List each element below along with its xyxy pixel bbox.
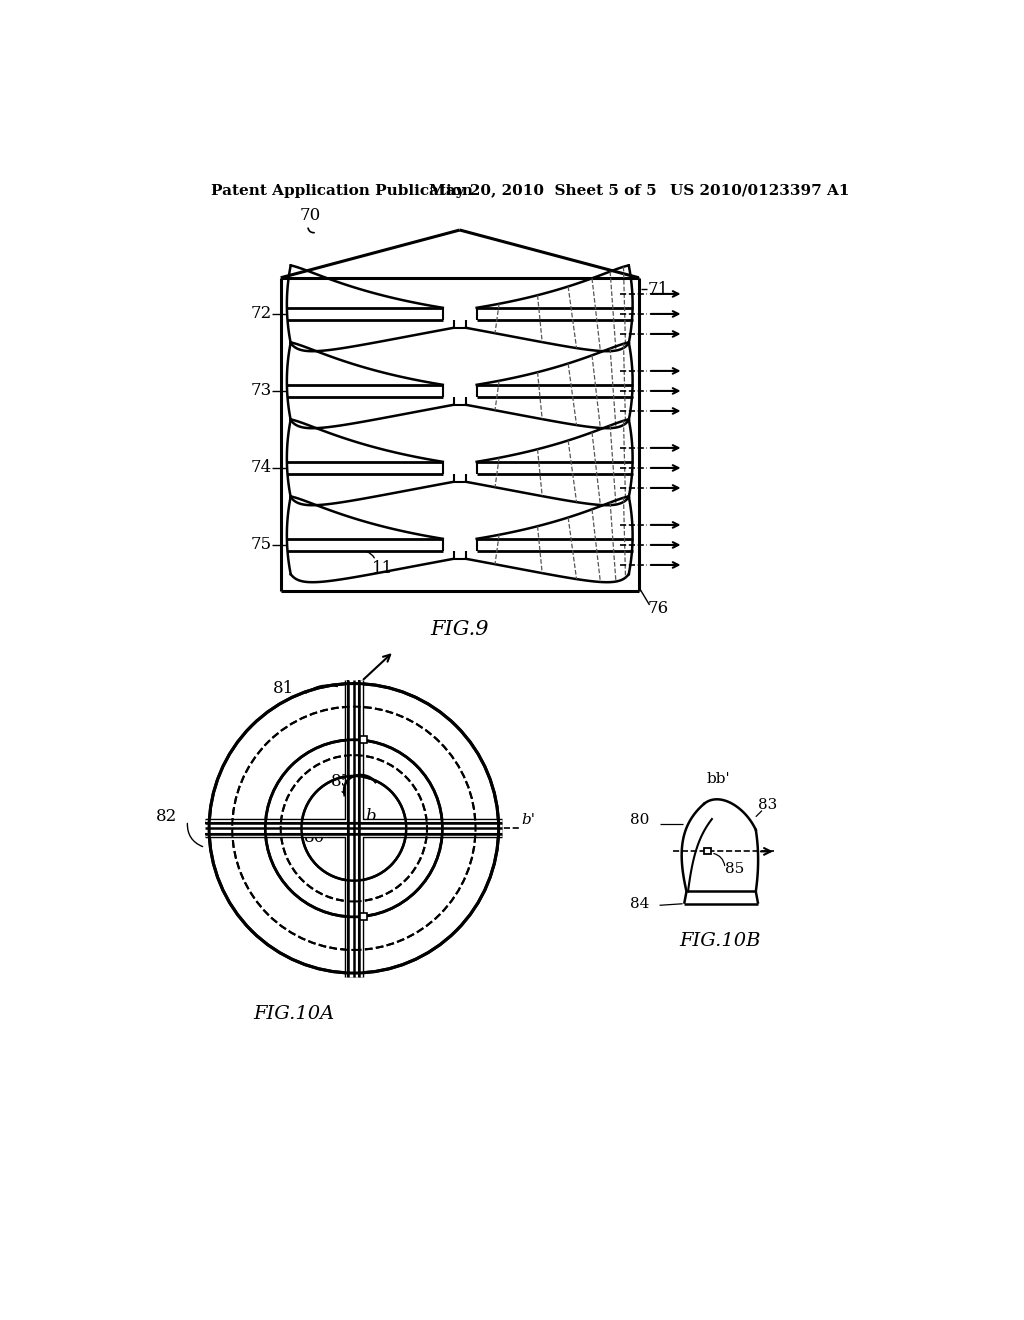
Text: Patent Application Publication: Patent Application Publication (211, 183, 473, 198)
Text: 73: 73 (250, 383, 271, 400)
Text: 85: 85 (725, 862, 744, 876)
Text: FIG.10B: FIG.10B (679, 932, 761, 950)
Text: FIG.9: FIG.9 (430, 620, 489, 639)
Text: 82: 82 (156, 808, 177, 825)
Text: bb': bb' (707, 772, 730, 785)
Bar (705, 847, 711, 854)
Text: 85: 85 (331, 772, 352, 789)
Text: 70: 70 (300, 207, 322, 224)
Text: FIG.10A: FIG.10A (254, 1006, 335, 1023)
Bar (348, 680, 359, 977)
Text: 74: 74 (250, 459, 271, 477)
Bar (360, 913, 367, 920)
Text: b': b' (521, 813, 536, 828)
Text: b: b (366, 808, 376, 825)
Text: 71: 71 (648, 281, 670, 298)
Text: 72: 72 (250, 305, 271, 322)
Text: 80: 80 (304, 829, 325, 846)
Text: 80: 80 (630, 813, 649, 828)
Text: 76: 76 (648, 599, 669, 616)
Bar (360, 737, 367, 743)
Text: 75: 75 (250, 536, 271, 553)
Bar (205, 822, 503, 834)
Text: 11: 11 (372, 561, 393, 577)
Text: US 2010/0123397 A1: US 2010/0123397 A1 (670, 183, 849, 198)
Text: 81: 81 (272, 680, 294, 697)
Text: 84: 84 (630, 896, 649, 911)
Text: 83: 83 (758, 799, 777, 812)
Text: May 20, 2010  Sheet 5 of 5: May 20, 2010 Sheet 5 of 5 (429, 183, 657, 198)
